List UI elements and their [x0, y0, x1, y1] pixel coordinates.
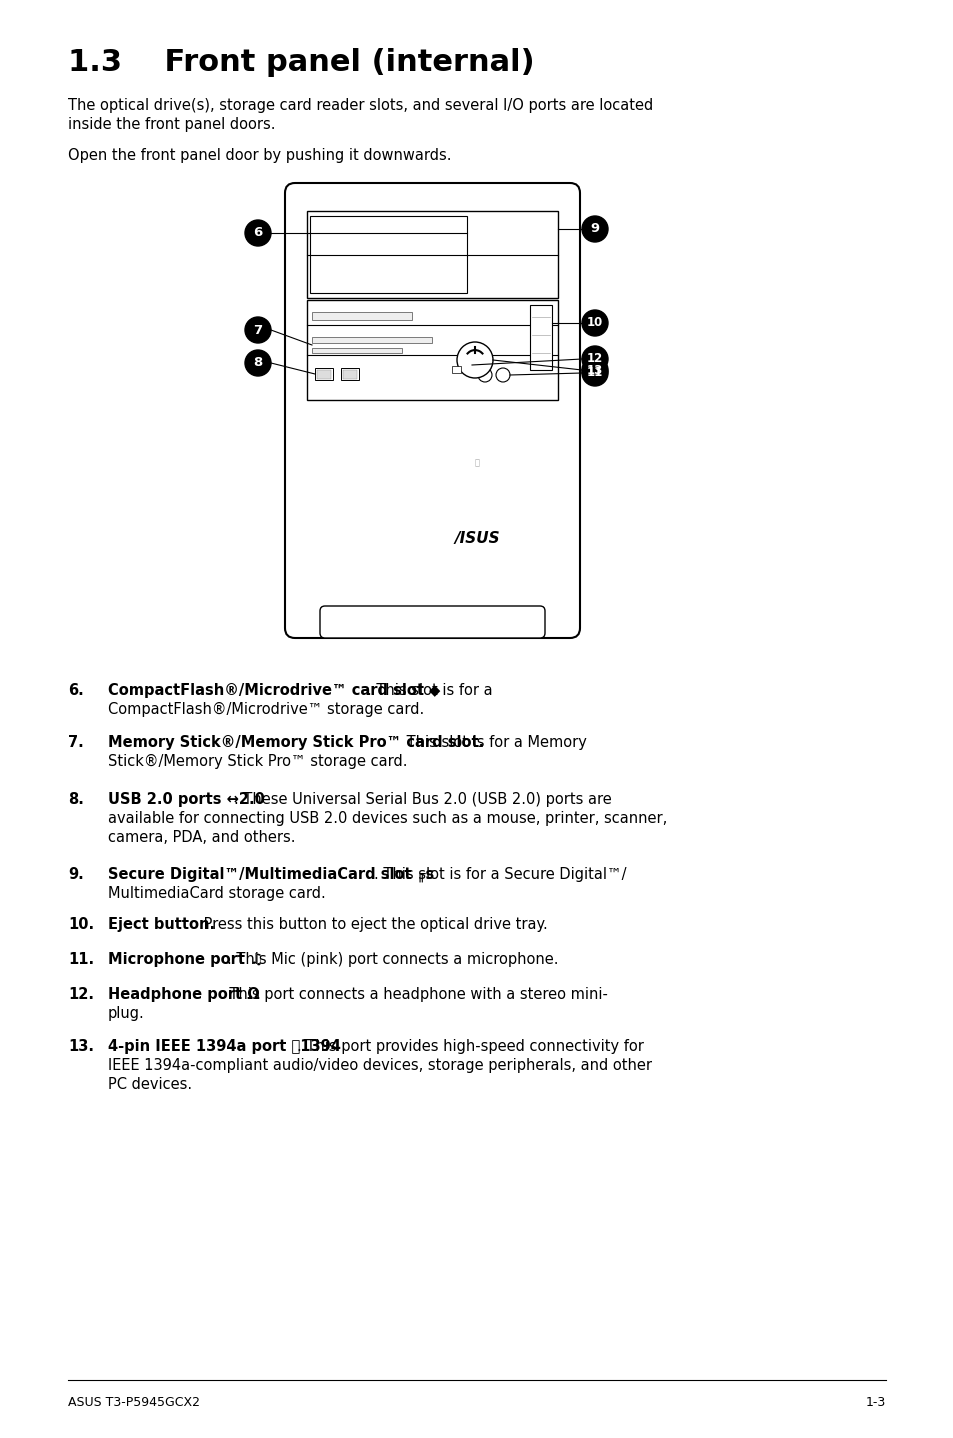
Text: 1.3    Front panel (internal): 1.3 Front panel (internal) — [68, 47, 534, 78]
Circle shape — [581, 347, 607, 372]
Text: PC devices.: PC devices. — [108, 1077, 192, 1091]
Text: MultimediaCard storage card.: MultimediaCard storage card. — [108, 886, 325, 902]
Text: 10.: 10. — [68, 917, 94, 932]
Text: Secure Digital™/MultimediaCard slot ╓s: Secure Digital™/MultimediaCard slot ╓s — [108, 867, 434, 883]
Circle shape — [496, 368, 510, 383]
Bar — [343, 370, 356, 380]
Text: ASUS T3-P5945GCX2: ASUS T3-P5945GCX2 — [68, 1396, 200, 1409]
Text: The optical drive(s), storage card reader slots, and several I/O ports are locat: The optical drive(s), storage card reade… — [68, 98, 653, 114]
Text: plug.: plug. — [108, 1007, 145, 1021]
FancyBboxPatch shape — [285, 183, 579, 638]
Text: 6.: 6. — [68, 683, 84, 697]
Text: 11: 11 — [586, 367, 602, 380]
Bar — [340, 368, 358, 380]
Circle shape — [245, 349, 271, 375]
Text: CompactFlash®/Microdrive™ card slot ◆: CompactFlash®/Microdrive™ card slot ◆ — [108, 683, 440, 697]
Bar — [314, 368, 333, 380]
Text: 7: 7 — [253, 324, 262, 336]
Text: . These Universal Serial Bus 2.0 (USB 2.0) ports are: . These Universal Serial Bus 2.0 (USB 2.… — [233, 792, 611, 807]
Bar — [312, 348, 401, 352]
Text: CompactFlash®/Microdrive™ storage card.: CompactFlash®/Microdrive™ storage card. — [108, 702, 424, 718]
Text: 13.: 13. — [68, 1040, 94, 1054]
Bar — [461, 362, 472, 370]
Text: /ISUS: /ISUS — [454, 531, 499, 545]
Bar — [307, 301, 558, 400]
Text: ⚿: ⚿ — [474, 459, 479, 467]
Circle shape — [581, 357, 607, 383]
Text: . This slot is for a: . This slot is for a — [367, 683, 492, 697]
Text: This slot is for a Memory: This slot is for a Memory — [401, 735, 586, 751]
Circle shape — [477, 368, 492, 383]
Bar — [312, 312, 412, 321]
Text: . This Mic (pink) port connects a microphone.: . This Mic (pink) port connects a microp… — [227, 952, 558, 966]
Text: 10: 10 — [586, 316, 602, 329]
Text: 4-pin IEEE 1394a port ᎔1394: 4-pin IEEE 1394a port ᎔1394 — [108, 1040, 340, 1054]
Text: 12.: 12. — [68, 986, 94, 1002]
Text: Memory Stick®/Memory Stick Pro™ card slot.: Memory Stick®/Memory Stick Pro™ card slo… — [108, 735, 484, 751]
Text: . This port provides high-speed connectivity for: . This port provides high-speed connecti… — [296, 1040, 643, 1054]
Text: Eject button.: Eject button. — [108, 917, 214, 932]
Text: inside the front panel doors.: inside the front panel doors. — [68, 116, 275, 132]
Text: 8: 8 — [253, 357, 262, 370]
Text: 7.: 7. — [68, 735, 84, 751]
Circle shape — [245, 316, 271, 344]
Text: Headphone port Ω: Headphone port Ω — [108, 986, 259, 1002]
FancyBboxPatch shape — [319, 605, 544, 638]
Circle shape — [581, 311, 607, 336]
Bar — [312, 336, 432, 344]
Bar — [530, 305, 552, 370]
Text: 11.: 11. — [68, 952, 94, 966]
Text: 1-3: 1-3 — [864, 1396, 885, 1409]
Text: . This port connects a headphone with a stereo mini-: . This port connects a headphone with a … — [220, 986, 607, 1002]
Text: Open the front panel door by pushing it downwards.: Open the front panel door by pushing it … — [68, 148, 451, 162]
Text: available for connecting USB 2.0 devices such as a mouse, printer, scanner,: available for connecting USB 2.0 devices… — [108, 811, 666, 825]
Text: 13: 13 — [586, 364, 602, 377]
Text: 9.: 9. — [68, 867, 84, 881]
Text: camera, PDA, and others.: camera, PDA, and others. — [108, 830, 295, 846]
Circle shape — [581, 216, 607, 242]
Circle shape — [245, 220, 271, 246]
Text: IEEE 1394a-compliant audio/video devices, storage peripherals, and other: IEEE 1394a-compliant audio/video devices… — [108, 1058, 651, 1073]
Text: USB 2.0 ports ↔2.0: USB 2.0 ports ↔2.0 — [108, 792, 265, 807]
Text: . This slot is for a Secure Digital™/: . This slot is for a Secure Digital™/ — [374, 867, 626, 881]
Bar — [310, 216, 467, 293]
Bar — [307, 211, 558, 298]
Circle shape — [456, 342, 493, 378]
Text: Stick®/Memory Stick Pro™ storage card.: Stick®/Memory Stick Pro™ storage card. — [108, 754, 407, 769]
Bar — [452, 367, 460, 372]
Bar — [316, 370, 331, 380]
Text: 12: 12 — [586, 352, 602, 365]
Text: Press this button to eject the optical drive tray.: Press this button to eject the optical d… — [199, 917, 547, 932]
Circle shape — [581, 360, 607, 385]
Text: 6: 6 — [253, 227, 262, 240]
Text: 9: 9 — [590, 223, 598, 236]
Text: Microphone port ♫: Microphone port ♫ — [108, 952, 263, 966]
Text: 8.: 8. — [68, 792, 84, 807]
